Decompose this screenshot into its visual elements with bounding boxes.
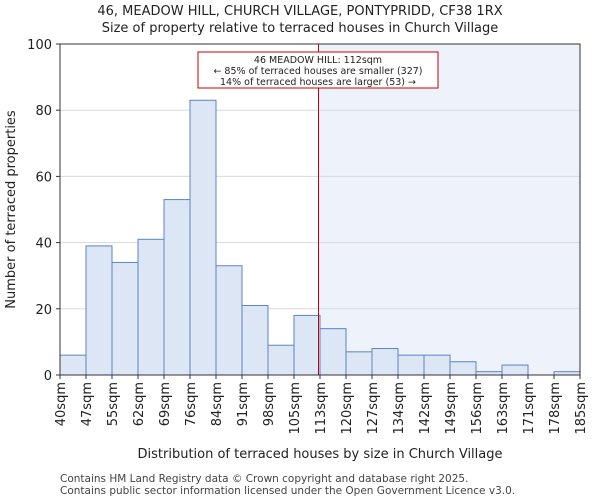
x-tick-label: 163sqm: [496, 382, 511, 435]
histogram-bar: [345, 351, 373, 376]
x-tick-label: 178sqm: [548, 382, 563, 435]
histogram-bar: [423, 354, 451, 376]
histogram-bar: [215, 265, 243, 376]
histogram-bar: [189, 99, 217, 376]
annotation-line-2: ← 85% of terraced houses are smaller (32…: [213, 66, 422, 77]
x-tick-label: 55sqm: [106, 382, 121, 426]
histogram-bar: [501, 364, 529, 376]
histogram-bar: [449, 361, 477, 376]
y-tick-label: 20: [35, 303, 52, 318]
histogram-bar: [267, 344, 295, 376]
histogram-bar: [371, 348, 399, 376]
chart-title-line2: Size of property relative to terraced ho…: [101, 21, 499, 36]
histogram-bar: [397, 354, 425, 376]
x-tick-label: 105sqm: [288, 382, 303, 435]
histogram-bar: [137, 238, 165, 376]
x-tick-label: 156sqm: [470, 382, 485, 435]
annotation-line-1: 46 MEADOW HILL: 112sqm: [254, 55, 382, 66]
x-tick-label: 185sqm: [574, 382, 589, 435]
y-tick-label: 80: [35, 104, 52, 119]
x-tick-label: 113sqm: [314, 382, 329, 435]
x-tick-label: 120sqm: [340, 382, 355, 435]
y-tick-label: 40: [35, 237, 52, 252]
y-tick-label: 60: [35, 170, 52, 185]
chart-title-line1: 46, MEADOW HILL, CHURCH VILLAGE, PONTYPR…: [97, 4, 503, 19]
x-tick-label: 76sqm: [184, 382, 199, 426]
x-tick-label: 91sqm: [236, 382, 251, 426]
annotation-line-3: 14% of terraced houses are larger (53) →: [220, 77, 416, 88]
y-tick-label: 0: [44, 369, 52, 384]
footer-line1: Contains HM Land Registry data © Crown c…: [60, 473, 469, 485]
histogram-bar: [319, 328, 347, 376]
x-tick-label: 127sqm: [366, 382, 381, 435]
histogram-bar: [85, 245, 113, 376]
x-tick-label: 84sqm: [210, 382, 225, 426]
x-tick-label: 40sqm: [54, 382, 69, 426]
x-tick-label: 171sqm: [522, 382, 537, 435]
x-tick-label: 149sqm: [444, 382, 459, 435]
footer-line2: Contains public sector information licen…: [60, 485, 516, 497]
x-tick-label: 98sqm: [262, 382, 277, 426]
histogram-bar: [111, 261, 139, 376]
highlight-region: [318, 44, 580, 375]
annotation-box: [197, 51, 439, 89]
histogram-bar: [241, 304, 269, 376]
x-tick-label: 134sqm: [392, 382, 407, 435]
histogram-bar: [59, 354, 87, 376]
x-tick-label: 142sqm: [418, 382, 433, 435]
x-axis-title: Distribution of terraced houses by size …: [138, 447, 503, 462]
histogram-bar: [163, 199, 191, 376]
y-axis-title: Number of terraced properties: [4, 110, 19, 309]
x-tick-label: 62sqm: [132, 382, 147, 426]
histogram-bar: [293, 314, 321, 376]
y-tick-label: 100: [27, 38, 52, 53]
x-tick-label: 47sqm: [80, 382, 95, 426]
x-tick-label: 69sqm: [158, 382, 173, 426]
